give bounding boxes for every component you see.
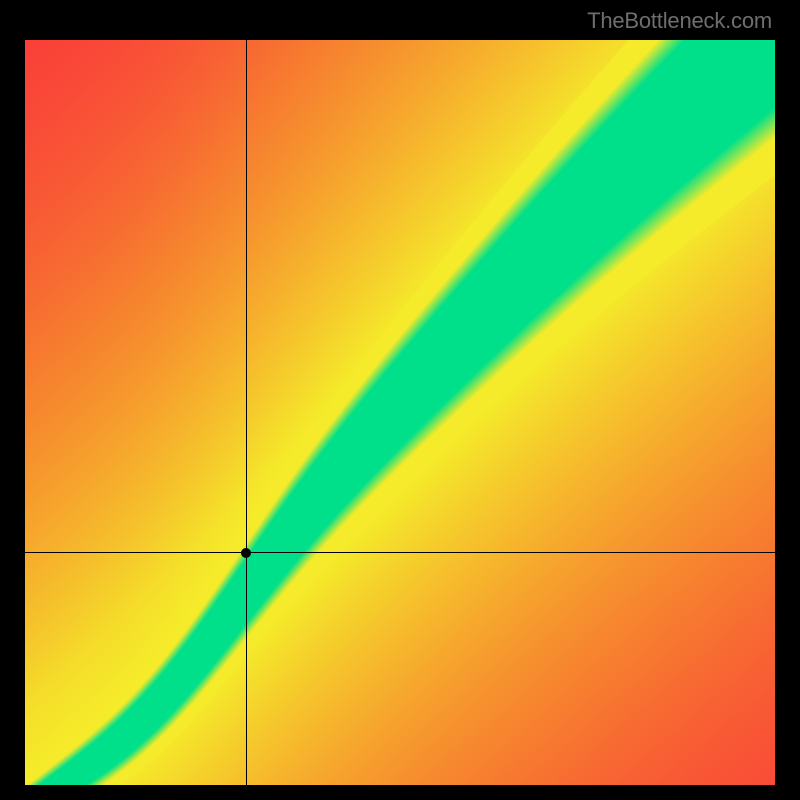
heatmap-chart <box>25 40 775 785</box>
crosshair-horizontal <box>25 552 775 553</box>
page-root: TheBottleneck.com <box>0 0 800 800</box>
watermark-text: TheBottleneck.com <box>587 8 772 34</box>
heatmap-canvas <box>25 40 775 785</box>
crosshair-marker[interactable] <box>241 548 251 558</box>
crosshair-vertical <box>246 40 247 785</box>
